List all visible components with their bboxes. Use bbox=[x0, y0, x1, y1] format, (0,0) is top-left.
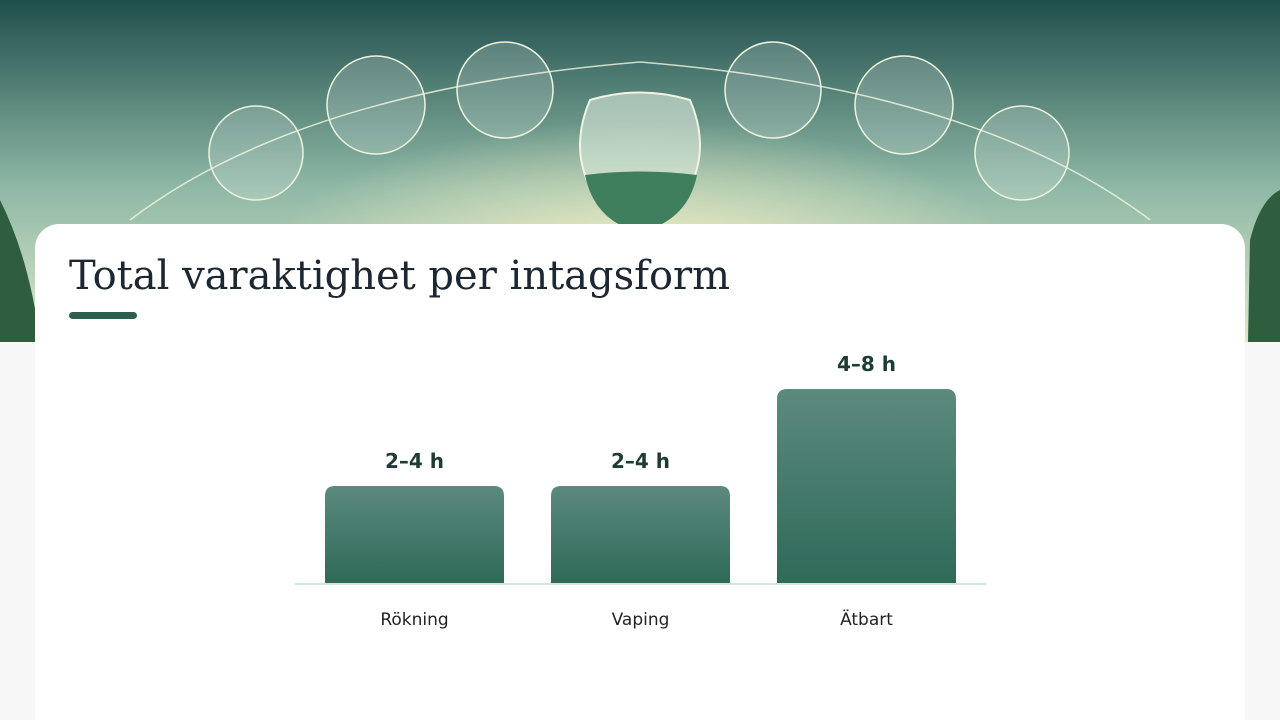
bar bbox=[551, 486, 730, 583]
x-tick-label: Rökning bbox=[380, 610, 448, 630]
value-label: 2–4 h bbox=[611, 449, 670, 473]
x-tick-label: Vaping bbox=[612, 610, 670, 630]
bar bbox=[777, 389, 956, 583]
card bbox=[35, 224, 1245, 720]
value-label: 2–4 h bbox=[385, 449, 444, 473]
chart-title: Total varaktighet per intagsform bbox=[69, 253, 730, 299]
x-tick-label: Ätbart bbox=[840, 609, 893, 630]
value-label: 4–8 h bbox=[837, 352, 896, 376]
title-underline bbox=[69, 312, 137, 319]
bar bbox=[325, 486, 504, 583]
